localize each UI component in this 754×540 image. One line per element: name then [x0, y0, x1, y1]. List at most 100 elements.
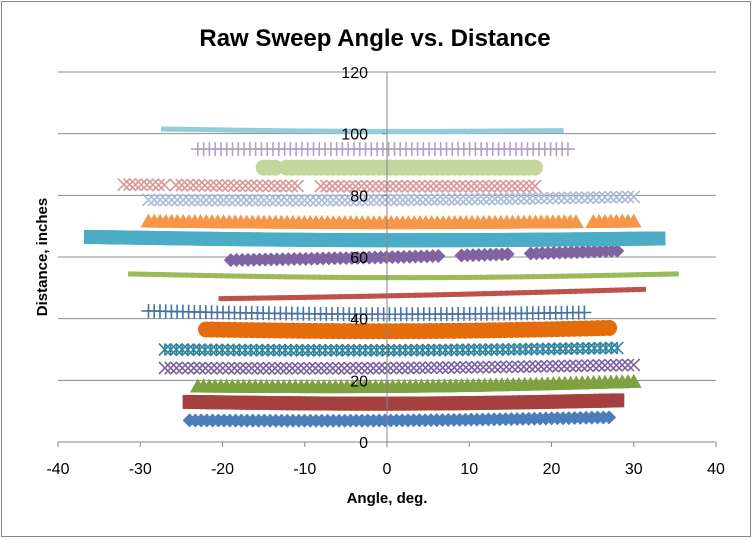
- data-point: [268, 361, 282, 375]
- data-point: [486, 274, 495, 280]
- data-point: [456, 343, 470, 357]
- series-2: [182, 393, 625, 411]
- data-point: [401, 361, 415, 375]
- data-point: [235, 127, 244, 133]
- data-point: [601, 272, 610, 278]
- data-point: [385, 293, 394, 299]
- data-point: [582, 341, 596, 355]
- data-point: [180, 272, 188, 278]
- data-point: [338, 193, 352, 207]
- data-point: [526, 274, 535, 280]
- data-point: [281, 128, 290, 134]
- data-point: [255, 273, 264, 279]
- data-point: [358, 343, 372, 357]
- data-point: [325, 179, 339, 193]
- data-point: [332, 128, 341, 134]
- data-point: [441, 361, 456, 375]
- data-point: [297, 193, 312, 207]
- data-point: [586, 190, 600, 205]
- data-point: [598, 358, 612, 372]
- data-point: [528, 359, 542, 374]
- x-axis-title: Angle, deg.: [347, 490, 428, 507]
- data-point: [570, 341, 584, 356]
- data-point: [261, 343, 275, 357]
- data-point: [416, 275, 425, 281]
- data-point: [343, 179, 357, 193]
- data-point: [347, 343, 361, 357]
- data-point: [343, 361, 357, 375]
- plot-area: [83, 126, 679, 428]
- data-point: [465, 192, 479, 206]
- data-point: [442, 192, 456, 207]
- data-point: [344, 128, 353, 134]
- data-point: [540, 359, 554, 373]
- data-point: [260, 274, 269, 280]
- data-point: [285, 361, 299, 375]
- data-point: [425, 292, 434, 298]
- data-point: [159, 193, 173, 207]
- data-point: [561, 273, 570, 279]
- data-point: [491, 274, 500, 280]
- data-point: [350, 293, 359, 299]
- series-8: [218, 286, 646, 302]
- data-point: [367, 193, 381, 207]
- data-point: [431, 292, 440, 298]
- data-point: [494, 192, 508, 206]
- data-point: [243, 273, 252, 279]
- data-point: [653, 271, 662, 277]
- data-point: [494, 360, 508, 374]
- data-point: [227, 361, 241, 375]
- data-point: [301, 343, 315, 357]
- data-point: [416, 343, 430, 357]
- series-4: [158, 358, 641, 375]
- data-point: [366, 179, 380, 193]
- data-point: [180, 178, 195, 192]
- data-point: [413, 361, 427, 375]
- data-point: [233, 179, 247, 193]
- data-point: [291, 361, 305, 375]
- data-point: [214, 273, 223, 279]
- data-point: [569, 191, 583, 205]
- data-point: [399, 275, 408, 281]
- data-point: [603, 287, 612, 293]
- data-point: [497, 274, 506, 280]
- series-13: [141, 190, 641, 207]
- data-point: [580, 191, 595, 205]
- data-point: [438, 343, 453, 357]
- data-point: [339, 294, 348, 300]
- data-point: [218, 127, 227, 133]
- data-point: [484, 343, 498, 357]
- data-point: [563, 191, 577, 205]
- chart-title: Raw Sweep Angle vs. Distance: [199, 25, 550, 52]
- data-point: [204, 361, 218, 375]
- data-point: [574, 288, 583, 294]
- data-point: [505, 179, 519, 193]
- data-point: [128, 178, 142, 192]
- data-point: [627, 358, 641, 372]
- data-point: [534, 359, 548, 373]
- data-point: [555, 128, 564, 134]
- data-point: [146, 178, 160, 192]
- data-point: [476, 179, 490, 193]
- data-point: [610, 341, 624, 355]
- data-point: [291, 179, 305, 193]
- data-point: [534, 191, 548, 205]
- data-point: [459, 360, 473, 374]
- data-point: [341, 343, 355, 357]
- data-point: [465, 360, 479, 374]
- data-point: [181, 361, 195, 375]
- y-tick-label: 20: [350, 373, 368, 390]
- data-point: [250, 179, 264, 193]
- data-point: [572, 273, 581, 279]
- data-point: [488, 192, 502, 206]
- data-point: [390, 293, 399, 299]
- data-point: [293, 294, 302, 300]
- data-point: [331, 179, 345, 193]
- data-point: [505, 290, 514, 296]
- x-tick-label: -30: [129, 461, 152, 478]
- data-point: [642, 272, 650, 278]
- data-point: [285, 179, 299, 193]
- data-point: [220, 273, 229, 279]
- data-point: [229, 295, 238, 301]
- data-point: [227, 179, 241, 193]
